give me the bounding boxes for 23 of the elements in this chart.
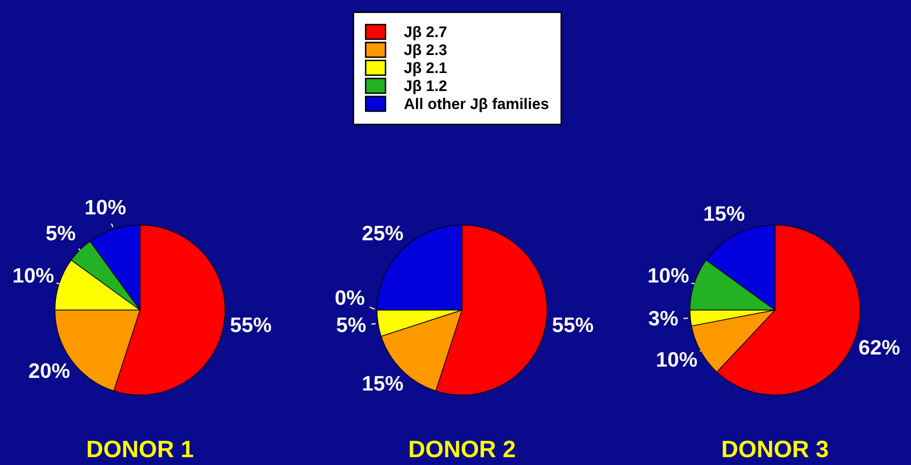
text: 0% — [336, 290, 364, 306]
legend-label: Jβ 1.2 — [404, 80, 447, 94]
legend-label: Jβ 2.3 — [404, 44, 447, 58]
text: DONOR 3 — [722, 440, 828, 458]
legend-label: Jβ 2.7 — [404, 26, 446, 40]
data-label: 55% — [230, 318, 272, 332]
data-label: 15% — [363, 376, 403, 391]
text: DONOR 2 — [410, 440, 515, 458]
data-label: 5% — [46, 226, 76, 240]
data-label: 10% — [648, 268, 689, 283]
data-label: 55% — [552, 318, 594, 332]
text: DONOR 1 — [88, 440, 194, 458]
data-label: 10% — [14, 268, 54, 283]
legend-label: Jβ 2.1 — [404, 62, 447, 76]
data-label: 10% — [657, 352, 697, 367]
legend-label: All other Jβ families — [404, 98, 548, 112]
data-label: 20% — [29, 363, 70, 378]
data-label: 10% — [86, 200, 126, 215]
data-label: 15% — [704, 206, 744, 221]
data-label: 25% — [362, 226, 403, 240]
data-label: 5% — [336, 318, 366, 332]
data-label: 62% — [859, 340, 900, 355]
data-label: 3% — [648, 310, 678, 326]
